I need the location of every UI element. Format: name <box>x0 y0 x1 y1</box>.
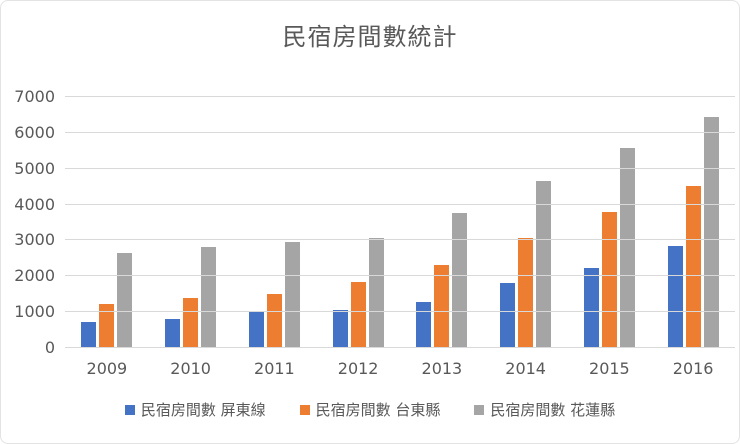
bar[interactable] <box>99 303 115 348</box>
bar[interactable] <box>248 312 264 348</box>
x-axis-label: 2011 <box>254 359 295 378</box>
bar-group <box>316 97 400 348</box>
bar[interactable] <box>284 241 300 348</box>
y-axis-tick-label: 2000 <box>14 266 55 286</box>
x-axis: 2009 2010 2011 2012 2013 2014 2015 2016 <box>65 359 735 378</box>
legend-item[interactable]: 民宿房間數 台東縣 <box>299 399 441 420</box>
bar[interactable] <box>500 283 516 348</box>
bar[interactable] <box>117 252 133 348</box>
bar[interactable] <box>332 310 348 348</box>
gridline <box>65 275 735 277</box>
legend-swatch-icon <box>299 404 310 415</box>
x-axis-label: 2014 <box>505 359 546 378</box>
legend-label: 民宿房間數 屏東線 <box>140 401 266 419</box>
legend-item[interactable]: 民宿房間數 屏東線 <box>124 399 266 420</box>
bar[interactable] <box>434 265 450 348</box>
x-axis-label: 2013 <box>421 359 463 378</box>
bar[interactable] <box>350 281 366 348</box>
bar-group <box>65 97 149 348</box>
gridline <box>65 96 735 97</box>
gridline <box>65 131 735 133</box>
gridline <box>65 203 735 205</box>
bar-group <box>149 97 233 348</box>
x-axis-label: 2010 <box>170 359 211 378</box>
chart-title: 民宿房間數統計 <box>282 23 458 51</box>
y-axis-tick-label: 3000 <box>14 230 55 250</box>
legend-swatch-icon <box>474 404 485 415</box>
y-axis-tick-label: 0 <box>44 338 55 357</box>
bar[interactable] <box>368 237 384 348</box>
bar[interactable] <box>201 247 217 348</box>
bar[interactable] <box>536 180 552 348</box>
bar[interactable] <box>165 319 181 348</box>
bar[interactable] <box>703 116 719 348</box>
bar-groups <box>65 97 735 348</box>
bar[interactable] <box>667 246 683 348</box>
bar-group <box>568 97 652 348</box>
bar[interactable] <box>685 186 701 348</box>
gridline <box>65 239 735 241</box>
legend-label: 民宿房間數 花蓮縣 <box>490 401 616 419</box>
gridline <box>65 167 735 169</box>
bar[interactable] <box>266 293 282 348</box>
legend: 民宿房間數 屏東線 民宿房間數 台東縣 民宿房間數 花蓮縣 <box>1 399 739 420</box>
y-axis-tick-label: 6000 <box>14 122 55 142</box>
x-axis-label: 2015 <box>589 359 630 378</box>
legend-item[interactable]: 民宿房間數 花蓮縣 <box>474 399 615 420</box>
bar[interactable] <box>81 321 97 348</box>
bar-group <box>484 97 568 348</box>
legend-label: 民宿房間數 台東縣 <box>315 401 441 419</box>
x-axis-label: 2012 <box>337 359 379 378</box>
y-axis-tick-label: 4000 <box>14 194 55 214</box>
bar[interactable] <box>619 147 635 348</box>
plot-area <box>65 96 735 348</box>
bar[interactable] <box>601 211 617 348</box>
bar[interactable] <box>452 213 468 348</box>
gridline <box>65 311 735 313</box>
y-axis-tick-label: 7000 <box>14 87 55 106</box>
bar[interactable] <box>416 302 432 348</box>
bar[interactable] <box>583 268 599 348</box>
legend-swatch-icon <box>124 404 135 415</box>
x-axis-label: 2009 <box>86 359 128 378</box>
gridline <box>65 347 735 348</box>
y-axis-tick-label: 5000 <box>14 158 55 178</box>
bar-group <box>233 97 317 348</box>
y-axis-tick-label: 1000 <box>14 302 55 322</box>
x-axis-label: 2016 <box>672 359 714 378</box>
bar-group <box>651 97 735 348</box>
bar[interactable] <box>183 298 199 348</box>
bar[interactable] <box>518 238 534 348</box>
bar-group <box>400 97 484 348</box>
